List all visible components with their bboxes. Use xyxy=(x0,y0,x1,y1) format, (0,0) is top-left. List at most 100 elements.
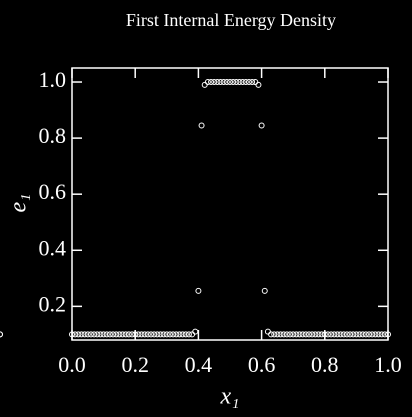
point xyxy=(110,331,117,338)
point xyxy=(381,331,388,338)
point xyxy=(372,331,379,338)
point xyxy=(296,331,303,338)
point xyxy=(337,331,344,338)
y-tick-label: 0.4 xyxy=(39,235,67,260)
point xyxy=(94,331,101,338)
point xyxy=(148,331,154,338)
point xyxy=(91,331,98,338)
point xyxy=(176,331,183,338)
point xyxy=(84,331,91,338)
point xyxy=(343,331,350,338)
point xyxy=(375,331,382,338)
point xyxy=(366,331,373,338)
point xyxy=(385,331,391,338)
point xyxy=(173,331,180,338)
point xyxy=(170,331,177,338)
point xyxy=(135,331,142,338)
point xyxy=(122,331,129,338)
point xyxy=(290,331,297,338)
point xyxy=(239,79,246,86)
x-tick-label: 0.4 xyxy=(185,352,213,377)
point xyxy=(245,79,252,86)
point xyxy=(340,331,347,338)
point xyxy=(242,79,249,86)
point xyxy=(227,79,233,86)
point xyxy=(106,331,113,338)
point xyxy=(236,79,243,86)
chart-title: First Internal Energy Density xyxy=(126,10,336,30)
point xyxy=(166,331,173,338)
point xyxy=(198,122,205,129)
point xyxy=(334,331,341,338)
point xyxy=(312,331,319,338)
point xyxy=(211,79,218,86)
y-tick-label: 1.0 xyxy=(39,67,67,92)
point xyxy=(195,287,202,294)
point xyxy=(160,331,167,338)
point xyxy=(328,331,335,338)
point xyxy=(362,331,369,338)
x-tick-label: 0.6 xyxy=(248,352,276,377)
point xyxy=(163,331,170,338)
point xyxy=(378,331,385,338)
point xyxy=(318,331,325,338)
point xyxy=(132,331,139,338)
point xyxy=(100,331,107,338)
point xyxy=(309,331,316,338)
point xyxy=(350,331,357,338)
point xyxy=(274,331,281,338)
y-tick-label: 0.8 xyxy=(39,123,67,148)
point xyxy=(356,331,363,338)
point xyxy=(271,331,278,338)
x-tick-label: 0.8 xyxy=(311,352,339,377)
x-tick-label: 0.2 xyxy=(121,352,149,377)
point xyxy=(214,79,221,86)
point xyxy=(138,331,145,338)
point xyxy=(293,331,300,338)
point xyxy=(359,331,366,338)
point xyxy=(287,331,294,338)
point xyxy=(258,122,265,129)
point xyxy=(103,331,110,338)
point xyxy=(72,331,79,338)
point xyxy=(204,79,211,86)
point xyxy=(261,287,268,294)
point xyxy=(78,331,85,338)
point xyxy=(249,79,256,86)
x-tick-label: 1.0 xyxy=(374,352,402,377)
point xyxy=(125,331,132,338)
point xyxy=(179,331,186,338)
point xyxy=(97,331,104,338)
point xyxy=(302,331,309,338)
point xyxy=(87,331,94,338)
point xyxy=(230,79,237,86)
point xyxy=(331,331,338,338)
point xyxy=(81,331,88,338)
point xyxy=(233,79,240,86)
point xyxy=(113,331,120,338)
x-axis-label: x₁ xyxy=(220,384,240,410)
point xyxy=(324,331,331,338)
point xyxy=(217,79,224,86)
point xyxy=(315,331,322,338)
y-tick-label: 0.2 xyxy=(39,291,67,316)
point xyxy=(182,331,189,338)
point xyxy=(0,331,3,338)
point xyxy=(119,331,126,338)
point xyxy=(151,331,158,338)
point xyxy=(192,328,199,335)
point xyxy=(208,79,215,86)
point xyxy=(306,331,312,338)
point xyxy=(283,331,290,338)
point xyxy=(185,331,192,338)
plot-frame xyxy=(71,67,389,341)
point xyxy=(223,79,230,86)
point xyxy=(157,331,164,338)
point xyxy=(255,81,262,88)
point xyxy=(116,331,123,338)
point xyxy=(220,79,227,86)
point xyxy=(129,331,136,338)
point xyxy=(141,331,148,338)
